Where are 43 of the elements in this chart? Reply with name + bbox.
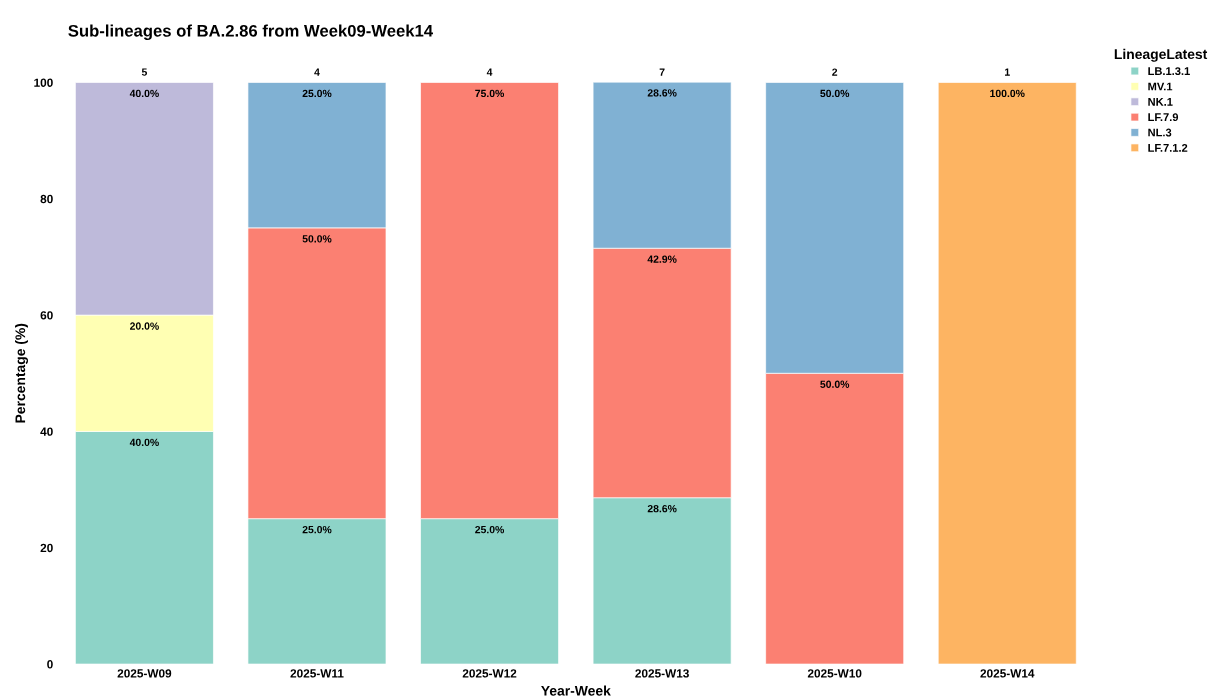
data-label: 25.0%: [302, 525, 332, 534]
x-axis-title: Year-Week: [541, 685, 611, 696]
data-label: 25.0%: [302, 89, 332, 98]
data-label: 28.6%: [647, 89, 677, 97]
data-label: 28.6%: [647, 504, 677, 513]
x-tick-label: 2025-W13: [635, 669, 689, 678]
annotation: 2: [832, 68, 838, 76]
data-label: 40.0%: [129, 438, 159, 447]
y-tick-label: 20: [40, 543, 53, 553]
data-label: 50.0%: [302, 235, 332, 243]
legend-label: NK.1: [1148, 98, 1173, 106]
legend-label: NL.3: [1148, 128, 1172, 137]
y-tick-label: 100: [34, 78, 53, 87]
data-label: 75.0%: [475, 89, 505, 98]
data-label: 50.0%: [820, 380, 850, 388]
x-tick-label: 2025-W10: [807, 669, 862, 678]
x-tick-label: 2025-W11: [290, 669, 344, 678]
y-tick-label: 60: [40, 311, 53, 320]
data-label: 100.0%: [990, 89, 1025, 98]
data-label: 40.0%: [129, 89, 159, 98]
x-tick-label: 2025-W14: [980, 669, 1035, 678]
x-tick-label: 2025-W12: [462, 669, 517, 678]
legend-label: LB.1.3.1: [1148, 67, 1190, 76]
annotation: 4: [314, 68, 320, 76]
legend-label: LF.7.1.2: [1148, 143, 1188, 152]
y-axis-title: Percentage (%): [15, 323, 29, 423]
data-label: 50.0%: [820, 89, 850, 98]
data-label: 25.0%: [475, 525, 505, 534]
data-label: 20.0%: [130, 322, 159, 330]
chart-title: Sub-lineages of BA.2.86 from Week09-Week14: [68, 24, 433, 41]
x-tick-label: 2025-W09: [117, 669, 172, 678]
legend-label: LF.7.9: [1148, 113, 1179, 122]
legend-label: MV.1: [1148, 82, 1173, 91]
y-tick-label: 40: [40, 427, 53, 436]
legend-title: LineageLatest: [1114, 48, 1208, 62]
bar: [937, 82, 1077, 665]
annotation: 4: [486, 68, 493, 76]
data-label: 42.9%: [647, 255, 677, 263]
annotation: 5: [141, 68, 148, 76]
y-tick-label: 80: [40, 194, 53, 204]
annotation: 7: [659, 68, 665, 76]
y-tick-label: 0: [47, 660, 53, 669]
annotation: 1: [1005, 68, 1010, 76]
